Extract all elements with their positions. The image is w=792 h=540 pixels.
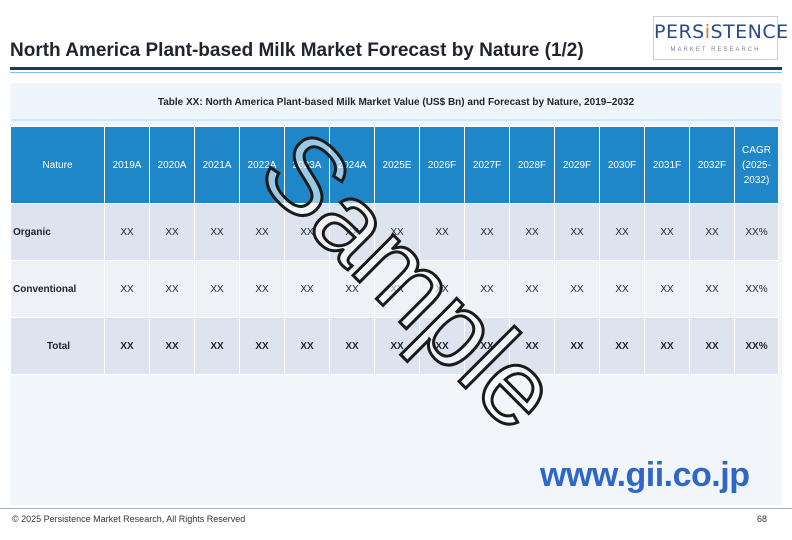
footer-divider xyxy=(0,508,792,509)
table-cell: XX xyxy=(464,203,510,261)
table-cell: XX xyxy=(149,317,195,375)
table-cell: XX xyxy=(239,317,285,375)
header-cell: 2023A xyxy=(284,126,330,204)
table-cell: XX xyxy=(284,317,330,375)
page-title: North America Plant-based Milk Market Fo… xyxy=(10,40,584,61)
table-cell: XX xyxy=(509,203,555,261)
logo-wordmark: PERSiSTENCE xyxy=(654,21,789,43)
table-cell: XX xyxy=(149,260,195,318)
table-row: Organic XX XX XX XX XX XX XX XX XX XX XX XX XX XX XX% xyxy=(10,203,779,261)
table-cell: XX xyxy=(509,317,555,375)
table-cell: XX% xyxy=(734,260,779,318)
table-cell: XX% xyxy=(734,317,779,375)
header-cell: 2030F xyxy=(599,126,645,204)
title-divider xyxy=(10,67,782,70)
header-cell: 2021A xyxy=(194,126,240,204)
table-cell: XX xyxy=(689,317,735,375)
table-cell: XX xyxy=(374,260,420,318)
table-cell: XX xyxy=(374,203,420,261)
table-cell: XX xyxy=(599,317,645,375)
header-cell: 2024A xyxy=(329,126,375,204)
table-cell: XX xyxy=(329,260,375,318)
site-url[interactable]: www.gii.co.jp xyxy=(540,456,750,494)
table-cell: XX xyxy=(104,203,150,261)
table-cell: XX xyxy=(644,317,690,375)
row-label: Organic xyxy=(10,203,105,261)
table-cell: XX xyxy=(374,317,420,375)
header-cell: 2020A xyxy=(149,126,195,204)
header-cell: 2027F xyxy=(464,126,510,204)
table-cell: XX xyxy=(149,203,195,261)
table-cell: XX xyxy=(239,203,285,261)
persistence-logo: PERSiSTENCE MARKET RESEARCH xyxy=(653,16,789,60)
table-cell: XX xyxy=(554,317,600,375)
header-cell: 2022A xyxy=(239,126,285,204)
header-cell: 2028F xyxy=(509,126,555,204)
header-cell: 2029F xyxy=(554,126,600,204)
header-nature: Nature xyxy=(10,126,105,204)
page-number: 68 xyxy=(756,514,767,524)
header-cell: 2025E xyxy=(374,126,420,204)
header-cell: 2019A xyxy=(104,126,150,204)
table-cell: XX xyxy=(104,317,150,375)
header-cell: 2031F xyxy=(644,126,690,204)
table-cell: XX xyxy=(644,260,690,318)
table-row: Total XX XX XX XX XX XX XX XX XX XX XX XX XX XX XX% xyxy=(10,317,779,375)
row-label: Conventional xyxy=(10,260,105,318)
table-cell: XX xyxy=(599,260,645,318)
table-cell: XX xyxy=(689,203,735,261)
table-cell: XX xyxy=(284,260,330,318)
table-row: Conventional XX XX XX XX XX XX XX XX XX XX XX XX XX XX… xyxy=(10,260,779,318)
header-cell: 2032F xyxy=(689,126,735,204)
table-cell: XX xyxy=(194,317,240,375)
table-cell: XX xyxy=(689,260,735,318)
table-cell: XX xyxy=(104,260,150,318)
table-cell: XX xyxy=(644,203,690,261)
table-cell: XX xyxy=(554,203,600,261)
table-cell: XX xyxy=(599,203,645,261)
header-cell: CAGR (2025-2032) xyxy=(734,126,779,204)
table-header-row: Nature 2019A 2020A 2021A 2022A 2023A 2024A 2025… xyxy=(10,126,779,204)
header-cell: 2026F xyxy=(419,126,465,204)
table-cell: XX xyxy=(554,260,600,318)
table-caption: Table XX: North America Plant-based Milk… xyxy=(12,85,780,121)
table-cell: XX xyxy=(419,203,465,261)
row-label: Total xyxy=(10,317,105,375)
forecast-table: Nature 2019A 2020A 2021A 2022A 2023A 2024A 2025… xyxy=(10,126,779,375)
logo-subtitle: MARKET RESEARCH xyxy=(670,47,761,53)
table-cell: XX% xyxy=(734,203,779,261)
table-cell: XX xyxy=(509,260,555,318)
title-divider-accent xyxy=(10,72,782,73)
table-cell: XX xyxy=(419,317,465,375)
copyright-text: © 2025 Persistence Market Research, All … xyxy=(12,514,246,524)
table-cell: XX xyxy=(194,203,240,261)
table-cell: XX xyxy=(464,260,510,318)
table-cell: XX xyxy=(329,317,375,375)
table-cell: XX xyxy=(284,203,330,261)
table-cell: XX xyxy=(329,203,375,261)
table-cell: XX xyxy=(464,317,510,375)
table-cell: XX xyxy=(419,260,465,318)
table-cell: XX xyxy=(239,260,285,318)
table-cell: XX xyxy=(194,260,240,318)
